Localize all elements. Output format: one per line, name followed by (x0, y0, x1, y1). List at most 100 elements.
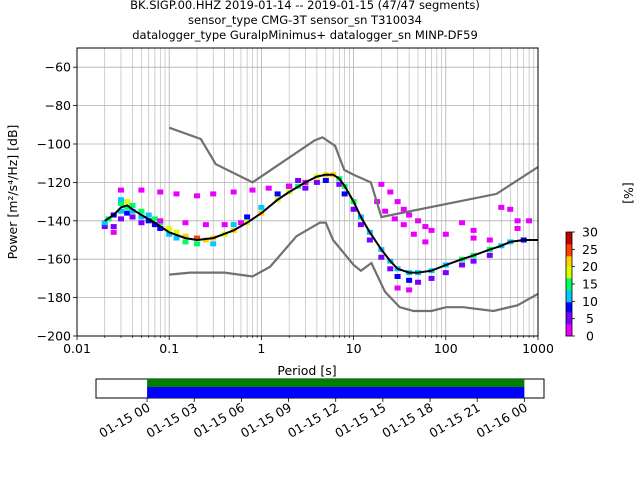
colorbar-step (566, 262, 572, 265)
mode-curve (104, 173, 538, 274)
density-cell (124, 204, 131, 210)
colorbar-step (566, 278, 572, 281)
plot-area (77, 48, 538, 336)
density-cell (391, 216, 398, 222)
density-cell (470, 258, 477, 264)
density-cell (415, 218, 422, 224)
colorbar-tick-label: 5 (586, 311, 594, 326)
density-cell (151, 216, 158, 222)
density-cell (274, 191, 281, 197)
density-cell (138, 208, 145, 214)
colorbar-gradient (566, 232, 572, 337)
density-cell (230, 189, 237, 195)
density-cell (378, 181, 385, 187)
density-cell (202, 222, 209, 228)
density-cell (182, 233, 189, 239)
colorbar-step (566, 324, 572, 327)
colorbar-step (566, 266, 572, 269)
colorbar-step (566, 292, 572, 295)
density-cell (498, 204, 505, 210)
density-cell (166, 231, 173, 237)
colorbar-step (566, 298, 572, 301)
y-axis-label: Power [m²/s⁴/Hz] [dB] (5, 125, 20, 260)
colorbar-step (566, 276, 572, 279)
density-cell (302, 185, 309, 191)
density-cell (173, 235, 180, 241)
coverage-bar (147, 379, 525, 387)
colorbar-step (566, 312, 572, 315)
density-cell (193, 193, 200, 199)
title-line-2: sensor_type CMG-3T sensor_sn T310034 (188, 13, 422, 27)
colorbar-step (566, 320, 572, 323)
colorbar-step (566, 294, 572, 297)
density-cell (117, 216, 124, 222)
density-cell (101, 224, 108, 230)
colorbar-step (566, 268, 572, 271)
timeline-tick-label: 01-15 09 (238, 400, 294, 441)
colorbar-step (566, 302, 572, 305)
density-cell (157, 218, 164, 224)
colorbar-tick-label: 10 (582, 294, 598, 309)
density-cell (442, 270, 449, 276)
density-cell (237, 220, 244, 226)
density-cell (295, 177, 302, 183)
density-cell (221, 222, 228, 228)
density-cell (406, 287, 413, 293)
density-cell (286, 183, 293, 189)
y-tick-label: −80 (45, 98, 71, 113)
timeline-tick-label: 01-15 00 (96, 400, 152, 441)
colorbar-step (566, 240, 572, 243)
timeline-tick-label: 01-15 18 (379, 400, 435, 441)
density-cell (394, 273, 401, 279)
density-cell (182, 220, 189, 226)
colorbar-tick-label: 0 (586, 329, 594, 344)
density-cell (166, 225, 173, 231)
figure-title: BK.SIGP.00.HHZ 2019-01-14 -- 2019-01-15 … (130, 0, 480, 42)
y-tick-label: −180 (37, 290, 71, 305)
x-tick-label: 10 (346, 341, 362, 356)
timeline-tick-label: 01-16 00 (474, 400, 530, 441)
colorbar-tick-label: 25 (582, 242, 598, 257)
colorbar-step (566, 330, 572, 333)
density-cell (101, 220, 108, 226)
density-cell (387, 189, 394, 195)
x-axis-ticks: 0.01 0.1 1 10 100 1000 (63, 336, 554, 356)
title-line-3: datalogger_type GuralpMinimus+ datalogge… (132, 28, 478, 42)
colorbar-step (566, 308, 572, 311)
colorbar-step (566, 304, 572, 307)
density-cell (173, 191, 180, 197)
density-cell (182, 239, 189, 245)
colorbar-step (566, 250, 572, 253)
density-cell (124, 199, 131, 205)
colorbar-tick-label: 15 (582, 277, 598, 292)
x-tick-label: 0.1 (159, 341, 179, 356)
colorbar-step (566, 288, 572, 291)
density-cell (129, 208, 136, 214)
colorbar-step (566, 248, 572, 251)
timeline-tick-label: 01-15 12 (285, 400, 341, 441)
coverage-bars (147, 379, 525, 398)
psd-chart: 0.01 0.1 1 10 100 1000 −200 −180 −160 −140 −120 −1… (5, 47, 554, 378)
density-cell (117, 208, 124, 214)
density-cell (210, 191, 217, 197)
y-tick-label: −140 (37, 213, 71, 228)
colorbar-step (566, 234, 572, 237)
density-cell (117, 201, 124, 207)
noise-models (168, 126, 539, 313)
plot-frame (76, 47, 539, 337)
colorbar-step (566, 284, 572, 287)
density-cell (117, 187, 124, 193)
density-cell (313, 179, 320, 185)
density-cell (470, 235, 477, 241)
density-cell (350, 206, 357, 212)
colorbar-ticks: 0 5 10 15 20 25 30 (572, 225, 598, 344)
colorbar-step (566, 272, 572, 275)
colorbar-step (566, 260, 572, 263)
colorbar-step (566, 290, 572, 293)
density-cell (193, 241, 200, 247)
density-cell (173, 229, 180, 235)
density-cell (117, 197, 124, 203)
density-cell (157, 225, 164, 231)
mode-line (104, 173, 538, 274)
